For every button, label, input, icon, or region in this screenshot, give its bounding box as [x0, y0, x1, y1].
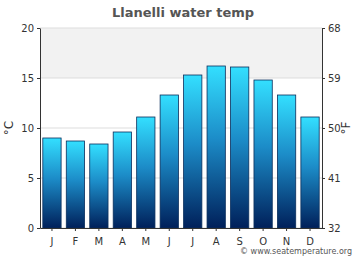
y-axis-title: °C	[2, 121, 16, 135]
tick-mark	[37, 178, 40, 179]
tick: M	[141, 228, 150, 247]
tick: 15	[21, 73, 40, 84]
tick-mark	[51, 228, 52, 231]
tick-label: S	[236, 236, 242, 247]
chart: 0 5 10 15 20 32 41 50 59 68 J F M A M J J A S O N D Llanelli w…	[0, 0, 360, 260]
axis-line	[41, 228, 323, 229]
tick-label: F	[73, 236, 79, 247]
tick: A	[213, 228, 220, 247]
tick-mark	[286, 228, 287, 231]
tick-label: O	[259, 236, 267, 247]
tick-label: A	[119, 236, 126, 247]
tick: 68	[322, 23, 341, 34]
tick: J	[167, 228, 171, 247]
bar	[301, 117, 319, 228]
tick: D	[306, 228, 314, 247]
tick-mark	[37, 28, 40, 29]
bar	[277, 95, 295, 228]
annotation: © www.seatemperature.org	[240, 247, 352, 256]
tick: J	[49, 228, 53, 247]
band	[40, 28, 322, 78]
tick: N	[283, 228, 290, 247]
tick: 32	[322, 223, 341, 234]
tick-mark	[192, 228, 193, 231]
bar	[207, 66, 225, 228]
axis-line	[40, 29, 41, 229]
tick: 50	[322, 123, 341, 134]
tick-mark	[122, 228, 123, 231]
bar	[254, 80, 272, 228]
title: Llanelli water temp	[112, 5, 254, 20]
tick-mark	[322, 178, 325, 179]
bar	[90, 144, 108, 228]
tick-mark	[98, 228, 99, 231]
bar	[43, 138, 61, 228]
tick: 20	[21, 23, 40, 34]
bar	[231, 67, 249, 228]
tick-mark	[322, 78, 325, 79]
grid-line	[40, 78, 322, 79]
y-axis: 0 5 10 15 20	[21, 23, 40, 234]
tick-mark	[322, 128, 325, 129]
tick: 10	[21, 123, 40, 134]
tick-label: 10	[21, 123, 34, 134]
tick-mark	[37, 228, 40, 229]
tick-label: A	[213, 236, 220, 247]
tick-mark	[322, 28, 325, 29]
y2-axis-title: °F	[339, 121, 353, 134]
tick-label: J	[49, 236, 53, 247]
tick-label: M	[141, 236, 150, 247]
tick-mark	[216, 228, 217, 231]
grid	[40, 28, 322, 228]
tick: A	[119, 228, 126, 247]
tick-label: 59	[328, 73, 341, 84]
tick-label: 5	[28, 173, 34, 184]
tick: 5	[28, 173, 40, 184]
bar	[66, 141, 84, 228]
tick: 59	[322, 73, 341, 84]
tick: S	[236, 228, 242, 247]
tick: F	[73, 228, 79, 247]
bar	[113, 132, 131, 228]
tick-label: J	[167, 236, 171, 247]
y2-axis: 32 41 50 59 68	[322, 23, 341, 234]
tick-label: 32	[328, 223, 341, 234]
tick-mark	[75, 228, 76, 231]
tick-mark	[263, 228, 264, 231]
tick: J	[190, 228, 194, 247]
tick-label: D	[306, 236, 314, 247]
tick-mark	[310, 228, 311, 231]
tick-label: 20	[21, 23, 34, 34]
tick-label: N	[283, 236, 290, 247]
tick: M	[95, 228, 104, 247]
bar	[137, 117, 155, 228]
bar	[160, 95, 178, 228]
tick-mark	[37, 128, 40, 129]
tick-mark	[239, 228, 240, 231]
tick-label: M	[95, 236, 104, 247]
tick-mark	[169, 228, 170, 231]
tick: 0	[28, 223, 40, 234]
tick: O	[259, 228, 267, 247]
tick-label: 15	[21, 73, 34, 84]
tick-label: 68	[328, 23, 341, 34]
tick-label: 41	[328, 173, 341, 184]
tick-mark	[37, 78, 40, 79]
tick-label: 0	[28, 223, 34, 234]
tick: 41	[322, 173, 341, 184]
x-axis: JFMAMJJASOND	[41, 228, 323, 247]
tick-mark	[145, 228, 146, 231]
bar	[184, 75, 202, 228]
bars	[43, 66, 319, 228]
tick-label: J	[190, 236, 194, 247]
grid-line	[40, 28, 322, 29]
